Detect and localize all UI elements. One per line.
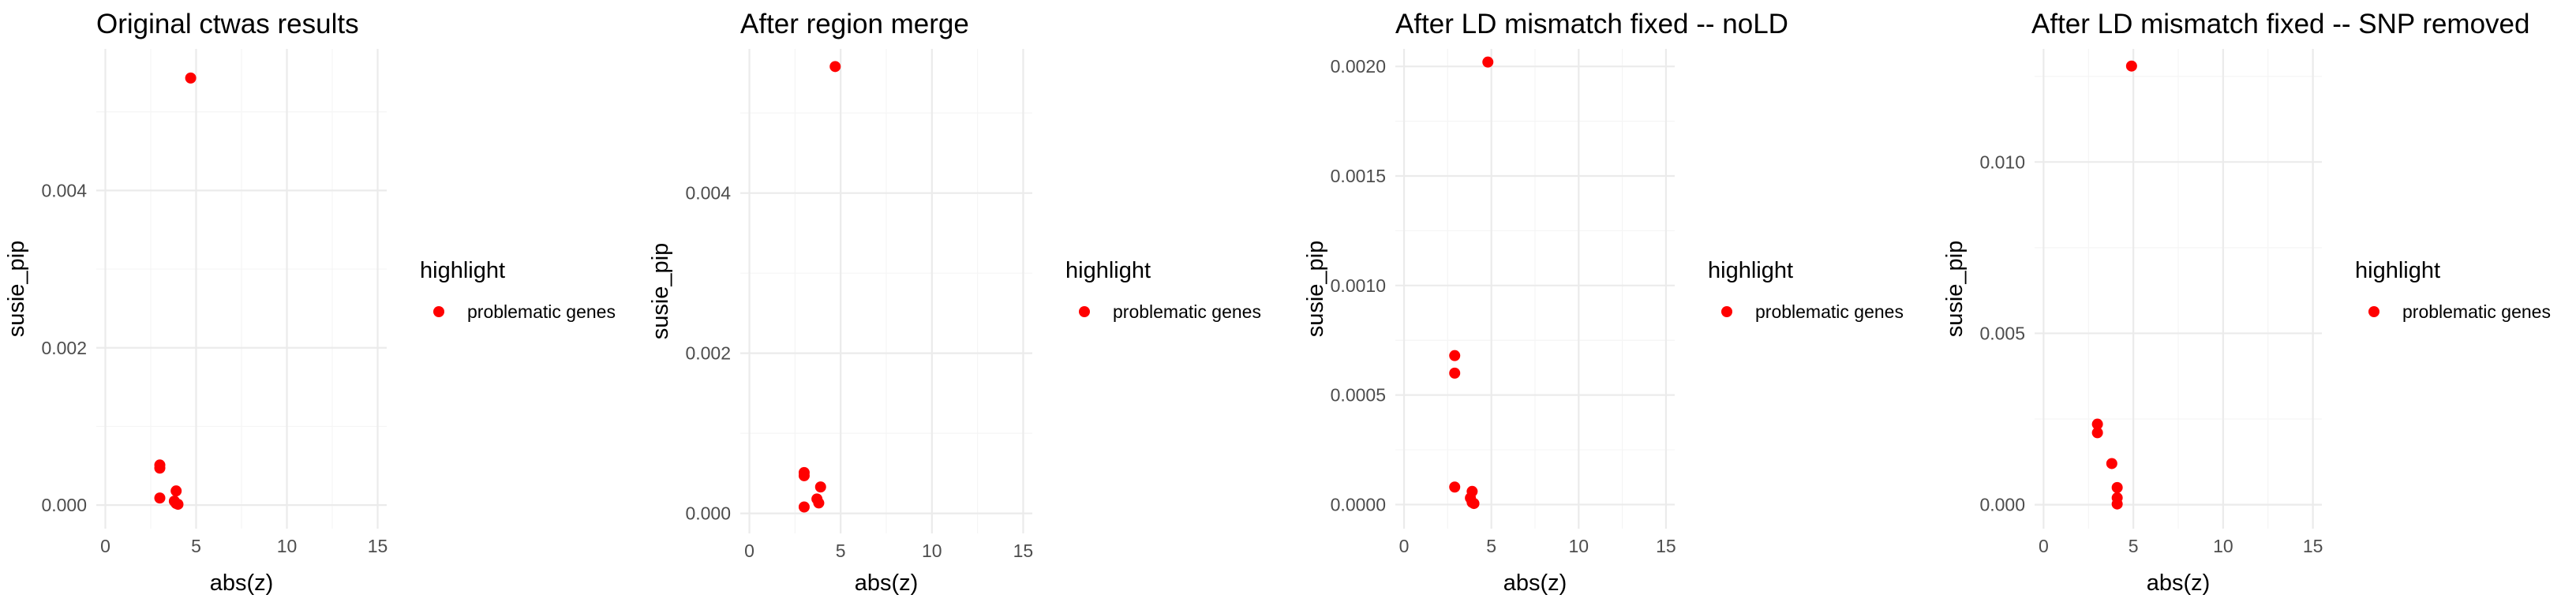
- data-point: [172, 499, 184, 511]
- x-tick-label: 15: [2303, 536, 2323, 556]
- chart-title: After LD mismatch fixed -- noLD: [1395, 9, 1788, 39]
- chart-panel-3: 0 5 10 15 0.0000 0.0005 0.0010 0.0015 0.0020 abs(…: [1303, 9, 1904, 596]
- data-point: [2111, 481, 2123, 493]
- x-axis-title: abs(z): [2147, 570, 2211, 596]
- x-tick-label: 0: [744, 541, 754, 561]
- x-axis-title: abs(z): [1503, 570, 1567, 596]
- y-tick-label: 0.0015: [1331, 166, 1386, 186]
- x-tick-label: 15: [1013, 541, 1034, 561]
- data-point: [2125, 60, 2137, 72]
- data-point: [1468, 498, 1480, 510]
- data-point: [1482, 56, 1494, 68]
- chart-title: After region merge: [740, 9, 969, 39]
- legend-key-dot: [433, 306, 444, 317]
- x-tick-label: 0: [2039, 536, 2049, 556]
- chart-panel-4: 0 5 10 15 0.000 0.005 0.010 abs(z) susie_pip Afte…: [1942, 9, 2551, 596]
- y-axis-title: susie_pip: [1303, 241, 1328, 338]
- y-tick-label: 0.000: [685, 503, 731, 524]
- data-point: [829, 61, 841, 73]
- data-point: [2091, 418, 2103, 430]
- y-tick-label: 0.0005: [1331, 385, 1386, 406]
- x-axis-title: abs(z): [855, 570, 919, 596]
- legend-key-dot: [2368, 306, 2379, 317]
- legend-title: highlight: [2355, 258, 2440, 283]
- y-axis-title: susie_pip: [4, 241, 29, 338]
- data-point: [154, 492, 166, 504]
- data-point: [2111, 498, 2123, 510]
- legend-label: problematic genes: [467, 301, 616, 322]
- x-tick-label: 0: [1399, 536, 1410, 556]
- data-point: [154, 462, 166, 474]
- x-tick-label: 5: [836, 541, 846, 561]
- legend-title: highlight: [1065, 258, 1151, 283]
- data-point: [813, 497, 825, 509]
- legend-key-dot: [1079, 306, 1090, 317]
- y-tick-label: 0.0020: [1331, 56, 1386, 77]
- chart-panel-2: 0 5 10 15 0.000 0.002 0.004 abs(z) susie_pip Afte…: [648, 9, 1261, 596]
- legend-title: highlight: [1708, 258, 1793, 283]
- y-tick-label: 0.005: [1979, 323, 2025, 343]
- chart-title: Original ctwas results: [96, 9, 359, 39]
- x-tick-label: 10: [922, 541, 942, 561]
- y-tick-label: 0.000: [1979, 495, 2025, 515]
- data-point: [814, 481, 826, 493]
- x-tick-label: 10: [277, 536, 298, 556]
- legend-label: problematic genes: [1113, 301, 1261, 322]
- legend-label: problematic genes: [2402, 301, 2551, 322]
- data-point: [798, 501, 810, 513]
- y-tick-label: 0.000: [41, 495, 87, 515]
- y-tick-label: 0.002: [41, 338, 87, 358]
- x-axis-title: abs(z): [210, 570, 274, 596]
- legend-title: highlight: [420, 258, 505, 283]
- y-axis-title: susie_pip: [1942, 241, 1968, 338]
- data-point: [2091, 427, 2103, 439]
- data-point: [1449, 367, 1461, 379]
- y-axis-title: susie_pip: [648, 243, 673, 340]
- data-point: [2106, 458, 2117, 469]
- y-tick-label: 0.002: [685, 343, 731, 364]
- x-tick-label: 15: [368, 536, 388, 556]
- x-tick-label: 5: [1486, 536, 1496, 556]
- data-point: [798, 469, 810, 481]
- y-tick-label: 0.0000: [1331, 494, 1386, 514]
- data-point: [170, 485, 182, 497]
- data-point: [185, 72, 197, 84]
- x-tick-label: 5: [191, 536, 201, 556]
- x-tick-label: 5: [2129, 536, 2139, 556]
- x-tick-label: 0: [100, 536, 110, 556]
- y-tick-label: 0.010: [1979, 152, 2025, 172]
- data-point: [1449, 481, 1461, 493]
- chart-title: After LD mismatch fixed -- SNP removed: [2031, 9, 2530, 39]
- x-tick-label: 10: [2213, 536, 2233, 556]
- y-tick-label: 0.004: [685, 183, 731, 204]
- y-tick-label: 0.004: [41, 180, 87, 200]
- x-tick-label: 15: [1656, 536, 1676, 556]
- legend-label: problematic genes: [1755, 301, 1904, 322]
- y-tick-label: 0.0010: [1331, 275, 1386, 296]
- legend-key-dot: [1721, 306, 1732, 317]
- data-point: [1449, 350, 1461, 361]
- x-tick-label: 10: [1569, 536, 1589, 556]
- chart-panel-1: 0 5 10 15 0.000 0.002 0.004 abs(z) susie_pip Orig…: [4, 9, 616, 596]
